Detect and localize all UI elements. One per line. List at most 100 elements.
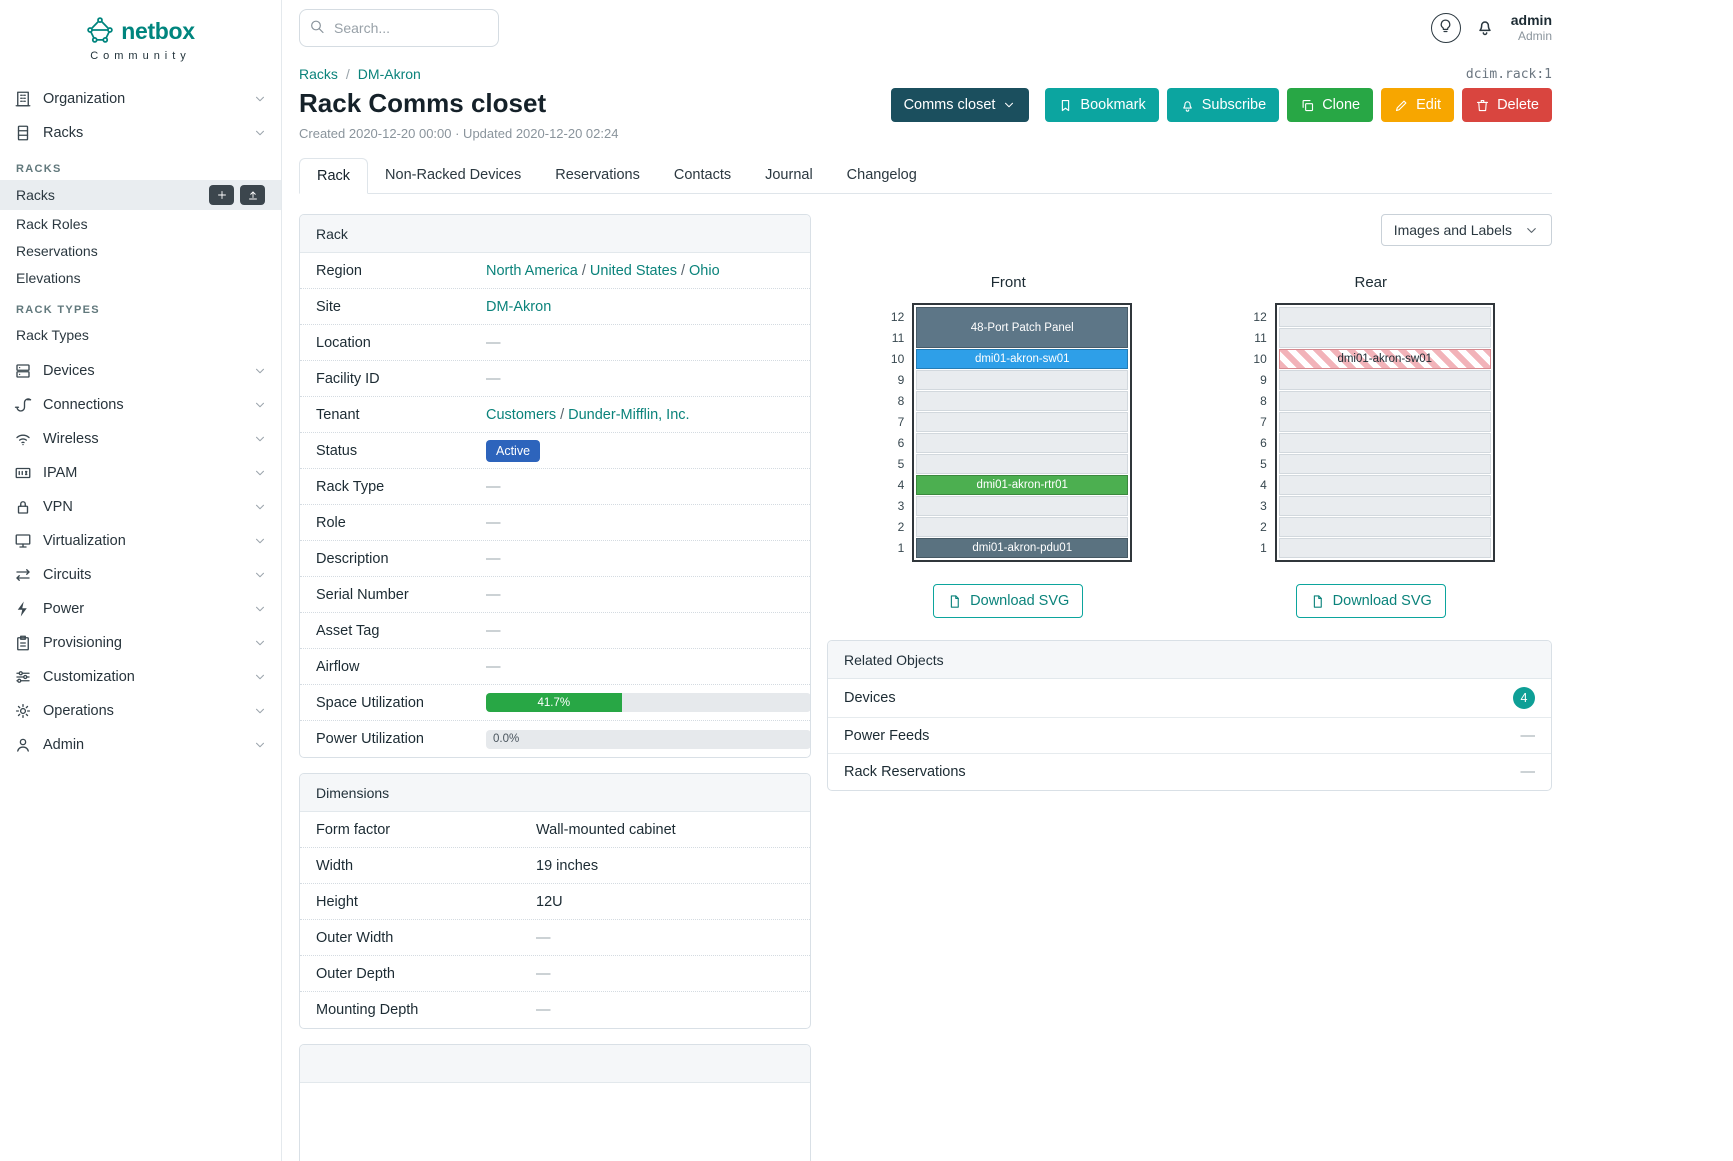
related-object-row-rack-reservations[interactable]: Rack Reservations — <box>828 754 1551 790</box>
clone-button[interactable]: Clone <box>1287 88 1374 122</box>
tab-rack[interactable]: Rack <box>299 158 369 195</box>
detail-label: Space Utilization <box>316 694 424 711</box>
sidebar-item-elevations[interactable]: Elevations <box>0 264 281 291</box>
download-svg-button[interactable]: Download SVG <box>933 584 1084 619</box>
tab-journal[interactable]: Journal <box>765 167 813 184</box>
detail-row-rack-type: Rack Type — <box>300 469 810 506</box>
sidebar-item-admin[interactable]: Admin <box>0 728 281 762</box>
page-content: Racks / DM-Akron dcim.rack:1 Rack Comms cl… <box>299 66 1552 1161</box>
empty-rack-unit <box>1278 433 1491 454</box>
sidebar-item-reservations[interactable]: Reservations <box>0 237 281 264</box>
sidebar-item-provisioning[interactable]: Provisioning <box>0 626 281 660</box>
sidebar-item-vpn[interactable]: VPN <box>0 490 281 524</box>
sidebar-item-label: Power <box>43 601 85 617</box>
value-text: 19 inches <box>536 857 599 874</box>
add-button[interactable] <box>209 185 234 205</box>
sidebar-item-racks[interactable]: Racks <box>0 180 281 210</box>
brand-logo-link[interactable]: netbox Community <box>0 12 281 72</box>
chevron-down-icon <box>253 534 267 548</box>
sidebar-item-label: VPN <box>43 499 73 515</box>
rack-device-dmi01-akron-sw01[interactable]: dmi01-akron-sw01 <box>916 349 1129 370</box>
theme-toggle-button[interactable] <box>1430 13 1461 43</box>
detail-label: Tenant <box>316 406 360 423</box>
detail-label: Site <box>316 298 341 315</box>
detail-value: DM-Akron <box>486 299 794 315</box>
detail-label: Description <box>316 550 389 567</box>
detail-row-space-utilization: Space Utilization 41.7% <box>300 685 810 722</box>
upload-icon <box>247 189 259 201</box>
unit-number: 1 <box>897 541 905 556</box>
value-link-united-states[interactable]: United States <box>589 262 677 279</box>
rack-device-dmi01-akron-pdu01[interactable]: dmi01-akron-pdu01 <box>916 538 1129 559</box>
rack-device-48-port-patch-panel[interactable]: 48-Port Patch Panel <box>916 307 1129 349</box>
edit-button[interactable]: Edit <box>1381 88 1455 122</box>
detail-label: Mounting Depth <box>316 1002 419 1019</box>
vpn-icon <box>14 498 32 516</box>
tab-changelog[interactable]: Changelog <box>846 167 917 184</box>
download-svg-button[interactable]: Download SVG <box>1295 584 1446 619</box>
notifications-button[interactable] <box>1475 17 1495 40</box>
sidebar-item-power[interactable]: Power <box>0 592 281 626</box>
empty-rack-unit <box>1278 412 1491 433</box>
detail-label: Height <box>316 893 358 910</box>
subscribe-button[interactable]: Subscribe <box>1166 88 1280 122</box>
value-link-ohio[interactable]: Ohio <box>689 262 720 279</box>
empty-rack-unit <box>1278 391 1491 412</box>
detail-row-asset-tag: Asset Tag — <box>300 613 810 650</box>
related-object-row-devices[interactable]: Devices 4 <box>828 679 1551 719</box>
detail-label: Serial Number <box>316 586 409 603</box>
value-link-customers[interactable]: Customers <box>486 406 557 423</box>
rack-device-dmi01-akron-rtr01[interactable]: dmi01-akron-rtr01 <box>916 475 1129 496</box>
bell-icon <box>1180 98 1195 113</box>
empty-rack-unit <box>916 370 1129 391</box>
empty-value: — <box>1520 764 1536 781</box>
sidebar-item-virtualization[interactable]: Virtualization <box>0 524 281 558</box>
tab-non-racked-devices[interactable]: Non-Racked Devices <box>385 167 522 184</box>
empty-rack-unit <box>1278 496 1491 517</box>
search-input[interactable] <box>299 9 499 47</box>
left-column: Rack Region North America / United States / O… <box>299 214 811 1161</box>
sidebar-item-devices[interactable]: Devices <box>0 354 281 388</box>
user-menu[interactable]: admin Admin <box>1511 12 1552 45</box>
rack-panel: Rack Region North America / United States / O… <box>299 214 811 759</box>
elevation-view-select[interactable]: Images and Labels <box>1380 214 1552 247</box>
sidebar-item-ipam[interactable]: IPAM <box>0 456 281 490</box>
empty-rack-unit <box>1278 307 1491 328</box>
delete-button[interactable]: Delete <box>1462 88 1552 122</box>
sidebar-item-organization[interactable]: Organization <box>0 82 281 116</box>
brand-name: netbox <box>121 18 195 44</box>
empty-rack-unit <box>916 412 1129 433</box>
sidebar-item-rack-types[interactable]: Rack Types <box>0 321 281 348</box>
sidebar-item-label: Organization <box>43 91 126 107</box>
chevron-down-icon <box>253 126 267 140</box>
rack-device-dmi01-akron-sw01[interactable]: dmi01-akron-sw01 <box>1278 349 1491 370</box>
sidebar-item-customization[interactable]: Customization <box>0 660 281 694</box>
breadcrumb-row: Racks / DM-Akron dcim.rack:1 <box>299 66 1552 82</box>
value-link-dm-akron[interactable]: DM-Akron <box>486 298 552 315</box>
breadcrumb-link-racks[interactable]: Racks <box>299 66 338 82</box>
sidebar-group-header: RACK TYPES <box>16 304 100 316</box>
sidebar-item-rack-roles[interactable]: Rack Roles <box>0 210 281 237</box>
value-link-dunder-mifflin-inc[interactable]: Dunder-Mifflin, Inc. <box>568 406 690 423</box>
unit-number: 11 <box>1254 331 1267 346</box>
sidebar-item-operations[interactable]: Operations <box>0 694 281 728</box>
sidebar-item-racks[interactable]: Racks <box>0 116 281 150</box>
related-object-row-power-feeds[interactable]: Power Feeds — <box>828 718 1551 755</box>
cutoff-panel-header <box>300 1045 810 1084</box>
sidebar-subitem-label: Rack Roles <box>16 215 88 232</box>
tab-reservations[interactable]: Reservations <box>555 167 640 184</box>
detail-value: — <box>486 551 794 567</box>
detail-row-width: Width 19 inches <box>300 848 810 885</box>
bookmark-button[interactable]: Bookmark <box>1045 88 1159 122</box>
devices-icon <box>14 362 32 380</box>
value-link-north-america[interactable]: North America <box>486 262 578 279</box>
tabs: Rack Non-Racked Devices Reservations Contac… <box>299 157 1552 195</box>
breadcrumb-link-dm-akron[interactable]: DM-Akron <box>357 66 421 82</box>
comms-closet-button[interactable]: Comms closet <box>890 88 1030 122</box>
detail-value: — <box>486 335 794 351</box>
tab-contacts[interactable]: Contacts <box>673 167 732 184</box>
sidebar-item-connections[interactable]: Connections <box>0 388 281 422</box>
sidebar-item-circuits[interactable]: Circuits <box>0 558 281 592</box>
import-button[interactable] <box>240 185 265 205</box>
sidebar-item-wireless[interactable]: Wireless <box>0 422 281 456</box>
